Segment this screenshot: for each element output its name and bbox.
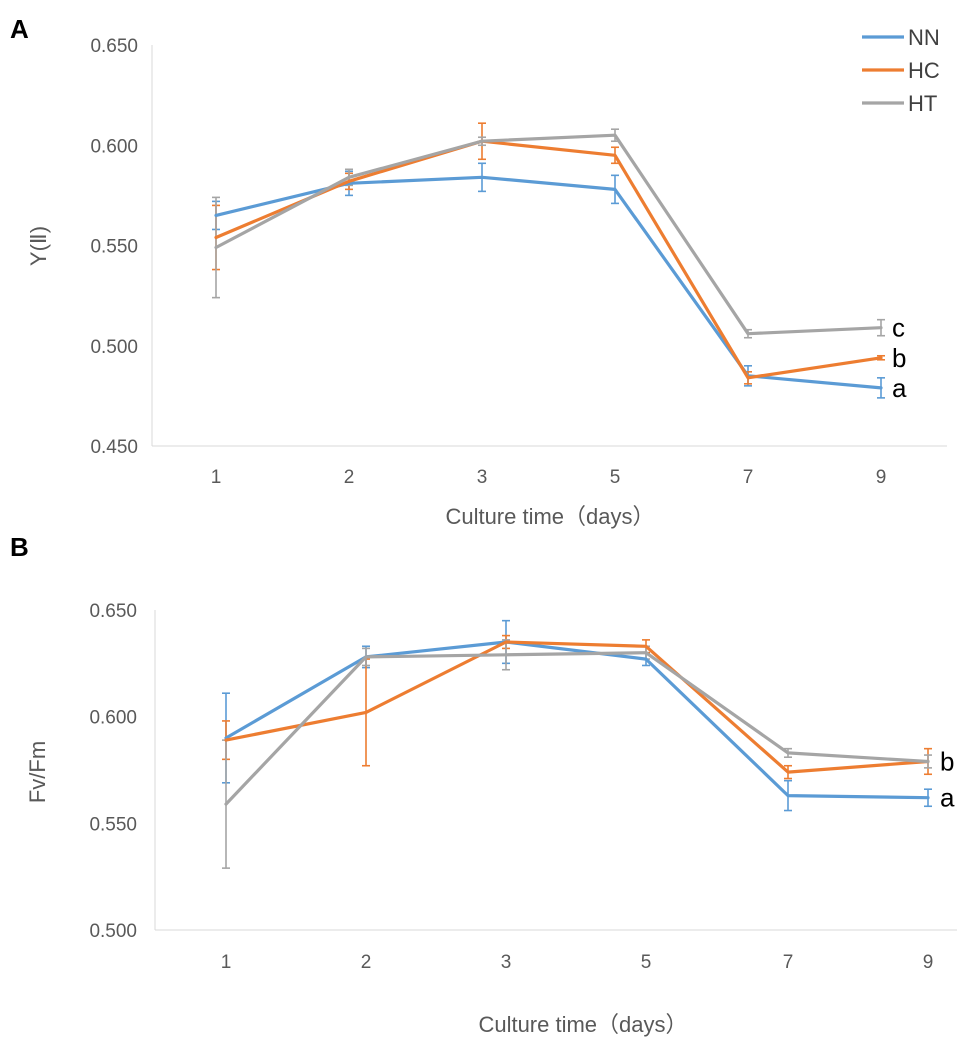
x-tick-label: 1 bbox=[211, 467, 222, 488]
x-tick-label: 9 bbox=[876, 467, 887, 488]
y-tick-label: 0.650 bbox=[89, 601, 137, 622]
x-tick-label: 7 bbox=[783, 952, 794, 973]
y-tick-label: 0.500 bbox=[89, 921, 137, 942]
panel-b-label: B bbox=[10, 532, 29, 562]
y-tick-label: 0.550 bbox=[89, 814, 137, 835]
y-tick-label: 0.600 bbox=[90, 136, 138, 157]
y-tick-label: 0.550 bbox=[90, 237, 138, 258]
series-line-hc bbox=[224, 640, 930, 774]
significance-label: a bbox=[940, 783, 955, 813]
x-tick-label: 3 bbox=[501, 952, 512, 973]
x-tick-label: 7 bbox=[743, 467, 754, 488]
panel-a-label: A bbox=[10, 14, 29, 44]
x-axis-title: Culture time（days） bbox=[445, 504, 654, 529]
legend-label-nn: NN bbox=[908, 25, 940, 50]
series-line-nn bbox=[214, 175, 883, 390]
y-axis-title: Y(Ⅱ) bbox=[26, 226, 51, 266]
series-line-nn bbox=[224, 640, 930, 800]
significance-label: b bbox=[940, 746, 954, 776]
x-tick-label: 2 bbox=[361, 952, 372, 973]
series-line-ht bbox=[224, 651, 930, 806]
legend-label-ht: HT bbox=[908, 91, 937, 116]
y-tick-label: 0.500 bbox=[90, 337, 138, 358]
y-tick-label: 0.650 bbox=[90, 36, 138, 57]
y-axis-title: Fv/Fm bbox=[25, 741, 50, 803]
y-tick-label: 0.600 bbox=[89, 708, 137, 729]
series-line-ht bbox=[214, 133, 883, 336]
x-axis-title: Culture time（days） bbox=[478, 1012, 687, 1037]
x-tick-label: 9 bbox=[923, 952, 934, 973]
x-tick-label: 2 bbox=[344, 467, 355, 488]
x-tick-label: 1 bbox=[221, 952, 232, 973]
x-tick-label: 3 bbox=[477, 467, 488, 488]
x-tick-label: 5 bbox=[610, 467, 621, 488]
significance-label: b bbox=[892, 343, 906, 373]
series-line-hc bbox=[214, 139, 883, 380]
significance-label: c bbox=[892, 313, 905, 343]
significance-label: a bbox=[892, 373, 907, 403]
legend-label-hc: HC bbox=[908, 58, 940, 83]
x-tick-label: 5 bbox=[641, 952, 652, 973]
y-tick-label: 0.450 bbox=[90, 437, 138, 458]
